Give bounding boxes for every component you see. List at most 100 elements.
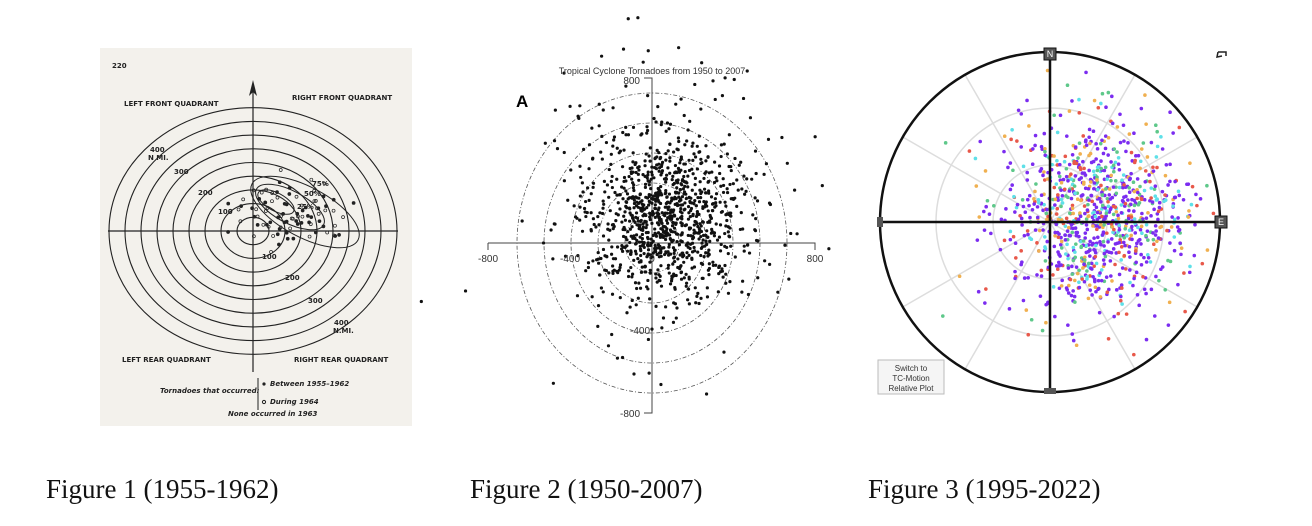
expand-icon[interactable] [1216,51,1227,58]
dot [622,214,626,218]
dot [1054,264,1059,268]
dot [662,246,666,250]
dot [1133,249,1138,253]
dot [1103,146,1108,151]
dot [313,230,318,235]
dot [647,183,651,187]
dot [696,250,700,254]
dot [331,208,336,213]
dot [1111,185,1116,189]
dot [1073,255,1078,260]
dot [351,201,356,205]
dot [1086,261,1091,266]
dot [1108,259,1113,263]
dot [659,227,663,231]
dot [632,372,636,376]
dot [1153,194,1158,198]
dot [612,268,616,272]
dot [1136,202,1141,207]
dot [309,177,314,182]
dot [1128,268,1132,272]
dot [601,206,605,210]
dot [1129,233,1133,238]
dot [563,254,568,258]
dot [624,204,628,208]
dot [687,158,691,162]
dot [645,125,649,129]
dot [680,232,684,236]
dot [541,241,546,245]
dot [1192,253,1197,258]
dot [660,211,664,215]
contour [257,189,295,215]
dot [704,239,708,243]
dot [647,371,651,375]
dot [1077,285,1082,290]
dot [631,125,636,130]
dot [652,176,656,180]
dot [1074,233,1079,238]
dot [1024,308,1029,312]
dot [1066,225,1071,230]
dot [680,224,684,228]
dot [1065,242,1069,247]
button-text[interactable]: Relative Plot [889,384,935,393]
dot [1155,239,1159,244]
legend-item: Between 1955–1962 [270,380,349,388]
dot [1113,262,1117,267]
dot [598,211,602,215]
dot [1085,274,1089,279]
button-text[interactable]: TC-Motion [892,374,929,383]
dot [746,243,750,247]
dot [649,212,653,216]
dot [637,165,641,169]
dot [596,257,600,261]
dot [634,211,639,215]
dot [1069,293,1074,298]
dot [1129,171,1133,176]
dot [1101,239,1106,244]
dot [1103,165,1108,170]
dot [1070,272,1075,276]
dot [668,171,672,175]
quadrant-label: RIGHT REAR QUADRANT [294,356,389,364]
dot [1097,310,1102,315]
dot [269,250,273,254]
switch-button[interactable]: Switch to TC-Motion Relative Plot [877,359,945,395]
dot [1151,237,1156,242]
dot [1074,230,1078,235]
dot [1148,198,1152,203]
dot [277,180,282,185]
panel-label: A [516,92,528,111]
dot [1100,190,1104,195]
percent-label: 50% [304,190,321,198]
button-box[interactable] [877,359,945,395]
dot [1146,255,1151,260]
dot [620,165,625,169]
dot [1052,113,1057,118]
dot [299,221,304,225]
dot [1091,169,1096,174]
dot [599,150,603,154]
dot [1102,168,1107,173]
dot [1058,113,1063,118]
dot [1155,212,1160,216]
dot [591,259,595,263]
dot [1092,236,1096,240]
dot [631,186,635,190]
dot [1034,182,1038,186]
dot [1039,167,1044,171]
dot [682,276,686,280]
dot [1071,211,1075,216]
dot [656,104,660,109]
dot [1073,250,1077,254]
dot [654,120,658,124]
dot [745,69,749,73]
button-text[interactable]: Switch to [895,364,928,373]
dot [625,192,630,196]
dot [241,197,246,202]
dot [1085,227,1090,232]
dot [1096,235,1100,240]
dot [699,107,703,111]
dot [704,159,708,163]
